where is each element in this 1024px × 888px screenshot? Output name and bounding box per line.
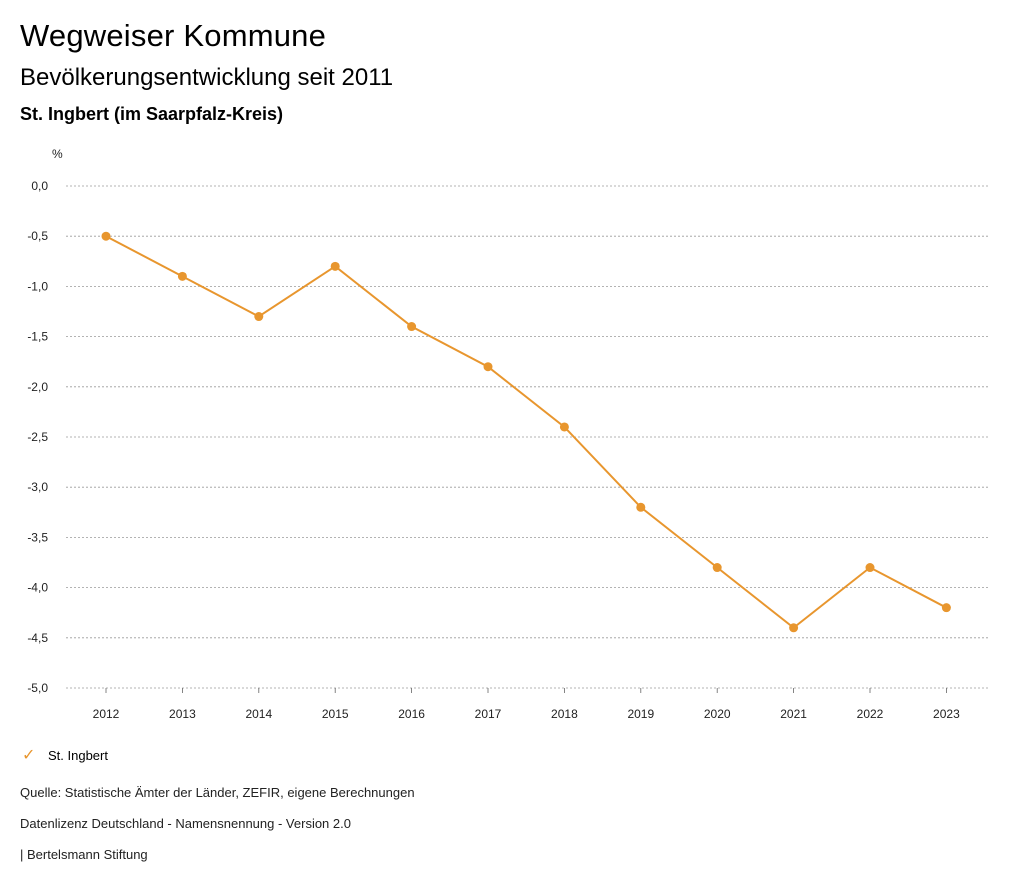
x-tick-label: 2019 [627,707,654,721]
x-tick-label: 2016 [398,707,425,721]
data-point[interactable] [865,563,875,573]
x-tick-label: 2018 [551,707,578,721]
x-tick-label: 2021 [780,707,807,721]
data-point[interactable] [636,502,646,512]
y-tick-label: -4,0 [27,581,48,595]
series-group [101,231,951,633]
grid-lines [66,185,990,689]
y-tick-label: -3,0 [27,480,48,494]
x-tick-label: 2014 [245,707,272,721]
data-point[interactable] [177,271,187,281]
y-tick-label: -2,5 [27,430,48,444]
data-point[interactable] [712,563,722,573]
data-point[interactable] [101,231,111,241]
check-icon: ✓ [22,747,36,764]
x-tick-label: 2012 [93,707,120,721]
y-axis-label: % [52,147,63,161]
y-tick-label: 0,0 [31,179,48,193]
data-point[interactable] [559,422,569,432]
data-point[interactable] [483,362,493,372]
data-point[interactable] [407,322,417,332]
legend-label: St. Ingbert [48,747,108,763]
data-point[interactable] [330,261,340,271]
y-tick-label: -1,5 [27,330,48,344]
data-point[interactable] [941,603,951,613]
source-note: Quelle: Statistische Ämter der Länder, Z… [20,785,415,800]
x-tick-label: 2022 [857,707,884,721]
page-title: Wegweiser Kommune [20,18,327,53]
data-point[interactable] [789,623,799,633]
y-tick-label: -0,5 [27,229,48,243]
y-tick-label: -4,5 [27,631,48,645]
region-title: St. Ingbert (im Saarpfalz-Kreis) [20,104,284,124]
legend[interactable]: ✓ St. Ingbert [22,745,108,765]
chart-subtitle: Bevölkerungsentwicklung seit 2011 [20,64,394,91]
y-tick-label: -2,0 [27,380,48,394]
x-axis-ticks: 2012 2013 2014 2015 2016 2017 2018 2019 2020 2021… [93,688,960,721]
data-point[interactable] [254,312,264,322]
series-line [105,235,947,630]
x-tick-label: 2023 [933,707,960,721]
y-tick-label: -3,5 [27,530,48,544]
y-tick-label: -1,0 [27,279,48,293]
publisher-note: | Bertelsmann Stiftung [20,847,148,862]
line-chart: % 0,0 -0,5 -1,0 -1,5 -2,0 -2,5 -3,0 -3,5 -4,0 -4,… [27,147,990,721]
y-tick-label: -5,0 [27,681,48,695]
x-tick-label: 2015 [322,707,349,721]
x-tick-label: 2013 [169,707,196,721]
x-tick-label: 2017 [475,707,502,721]
license-note: Datenlizenz Deutschland - Namensnennung … [20,816,351,831]
x-tick-label: 2020 [704,707,731,721]
y-axis-ticks: 0,0 -0,5 -1,0 -1,5 -2,0 -2,5 -3,0 -3,5 -4,0 -4,5 -… [27,179,48,695]
